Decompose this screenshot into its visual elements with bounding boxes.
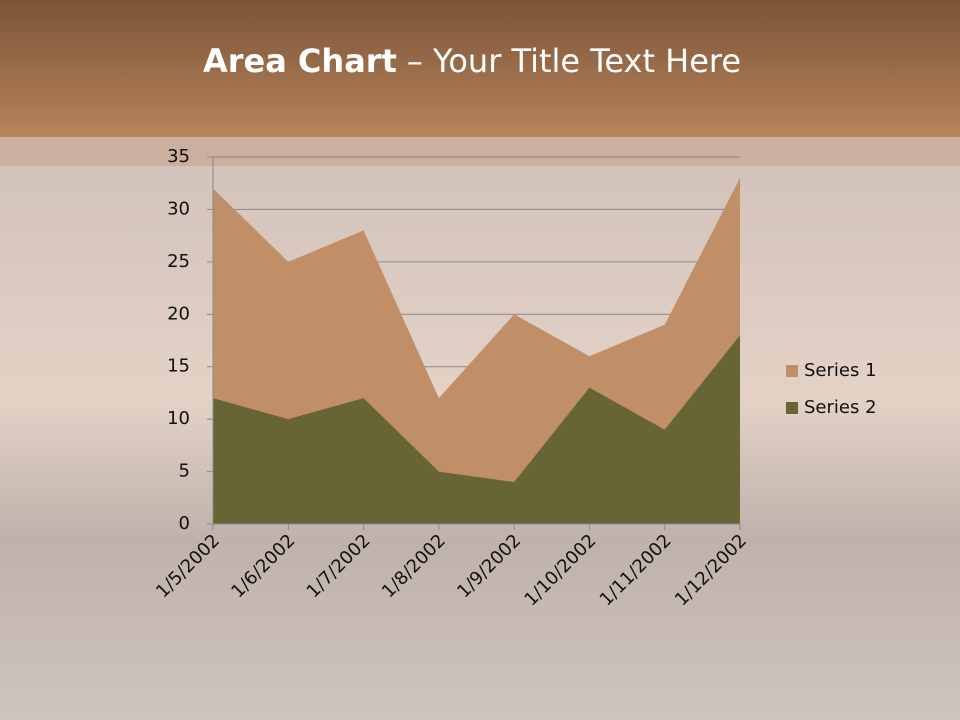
area — [213, 335, 740, 524]
x-tick-label: 1/10/2002 — [520, 530, 600, 610]
legend-swatch — [786, 402, 798, 414]
y-tick-label: 35 — [167, 146, 190, 167]
title-bold: Area Chart — [203, 42, 397, 80]
header-strip — [0, 137, 960, 166]
legend-label: Series 2 — [804, 397, 877, 418]
y-tick-label: 20 — [167, 303, 190, 324]
legend-label: Series 1 — [804, 360, 877, 381]
legend-swatch — [786, 365, 798, 377]
y-tick-label: 10 — [167, 408, 190, 429]
x-tick-label: 1/7/2002 — [303, 530, 375, 602]
y-tick-label: 15 — [167, 356, 190, 377]
x-tick-label: 1/12/2002 — [671, 530, 751, 610]
y-tick-label: 5 — [179, 461, 190, 482]
x-tick-label: 1/9/2002 — [453, 530, 525, 602]
x-tick-label: 1/8/2002 — [378, 530, 450, 602]
chart-title: Area Chart – Your Title Text Here — [203, 42, 741, 80]
header-band — [0, 0, 960, 137]
x-tick-label: 1/5/2002 — [152, 530, 224, 602]
y-tick-label: 0 — [179, 513, 190, 534]
title-rest: – Your Title Text Here — [407, 42, 741, 80]
x-tick-label: 1/11/2002 — [596, 530, 676, 610]
y-tick-label: 30 — [167, 198, 190, 219]
x-tick-label: 1/6/2002 — [227, 530, 299, 602]
y-tick-label: 25 — [167, 251, 190, 272]
